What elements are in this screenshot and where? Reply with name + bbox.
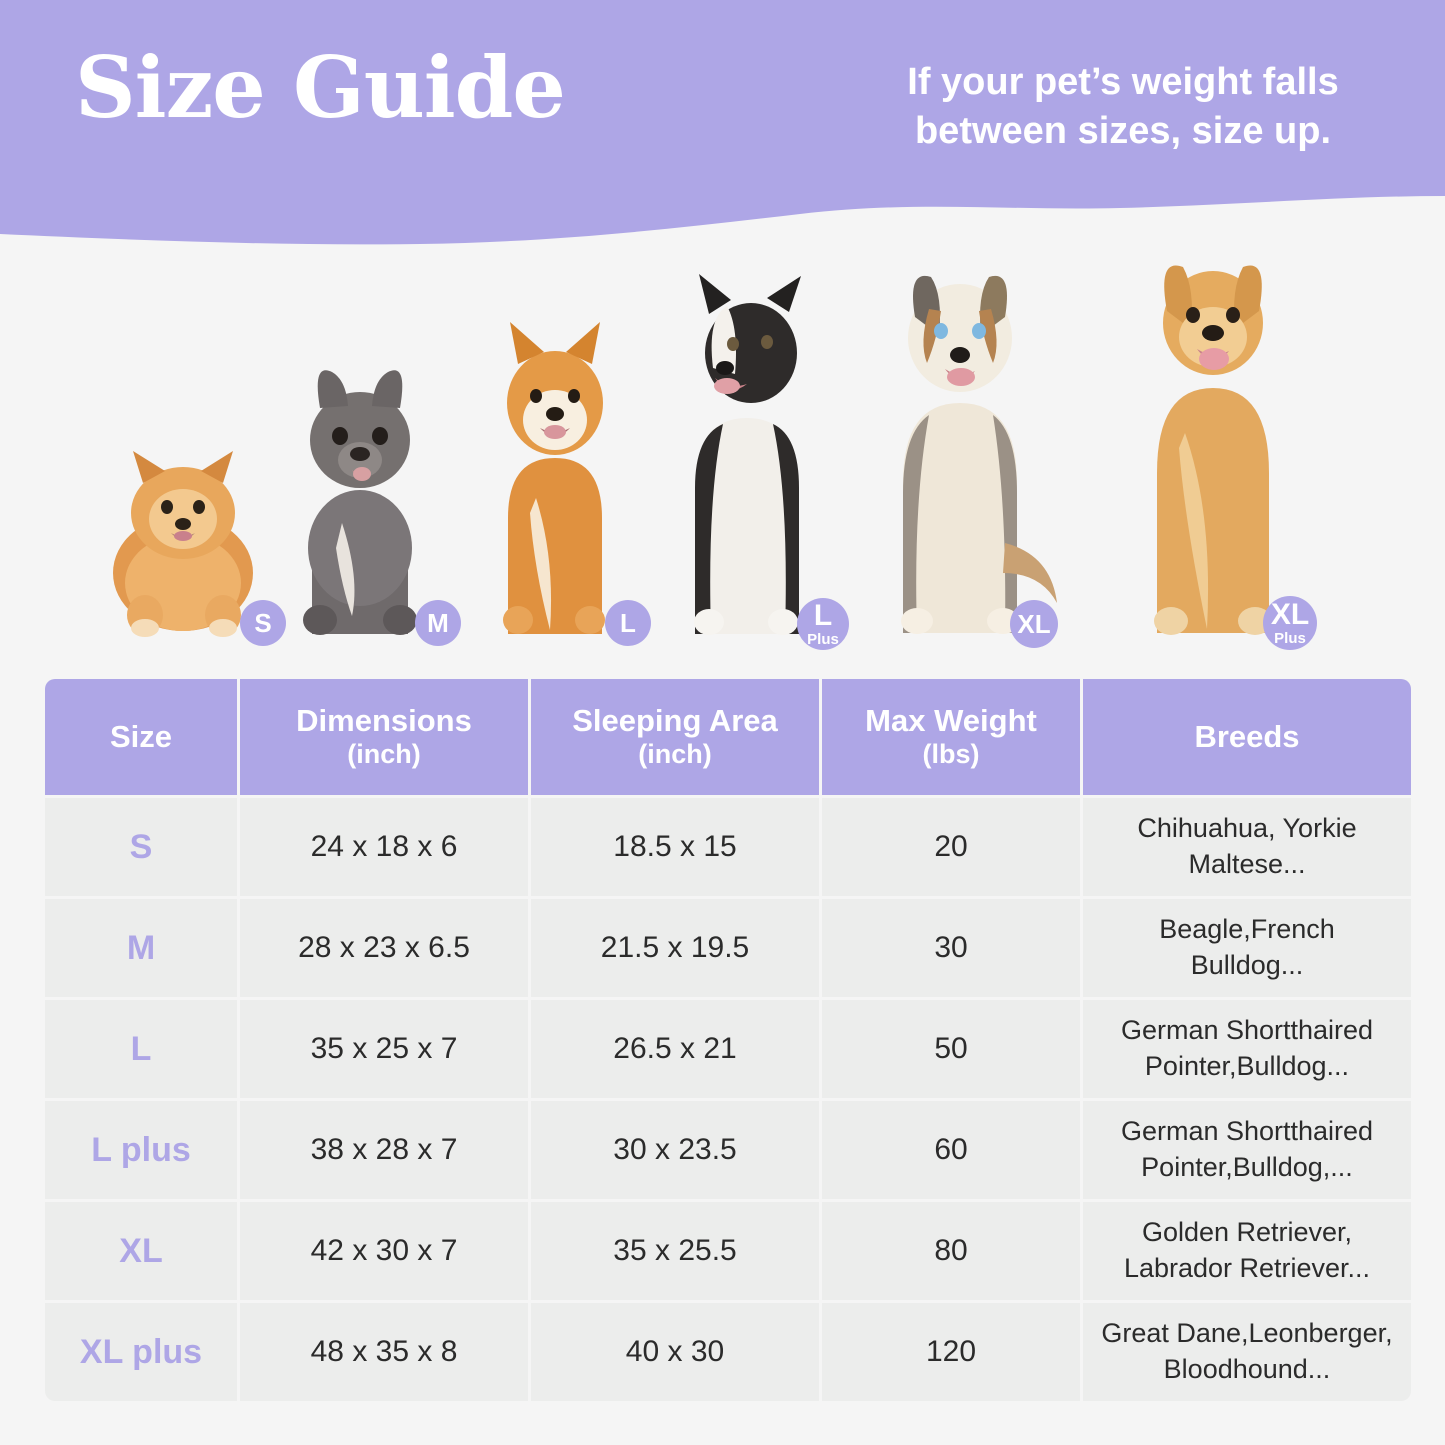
dog-french-bulldog: M [270,348,461,646]
column-header-sleeping-area: Sleeping Area (inch) [531,679,819,795]
column-header-sleeping-area-main: Sleeping Area [572,703,778,739]
cell-max-weight: 50 [822,1000,1080,1098]
size-badge-s-label: S [254,608,272,638]
cell-sleeping-area: 30 x 23.5 [531,1101,819,1199]
cell-size: XL [45,1202,237,1300]
column-header-breeds-main: Breeds [1194,719,1300,755]
cell-breeds-line-1: Beagle,French [1159,914,1335,945]
table-row: XL 42 x 30 x 7 35 x 25.5 80 Golden Retri… [45,1202,1411,1300]
cell-dimensions: 42 x 30 x 7 [240,1202,528,1300]
size-badge-m-label: M [427,608,449,638]
cell-breeds: Chihuahua, Yorkie Maltese... [1083,798,1411,896]
size-badge-l-plus: L Plus [797,598,849,650]
column-header-size: Size [45,679,237,795]
column-header-max-weight-main: Max Weight [865,703,1037,739]
size-badge-s: S [240,600,286,646]
cell-breeds-line-2: Pointer,Bulldog... [1144,1051,1350,1081]
cell-size: S [45,798,237,896]
header-wave-shape [0,0,1445,245]
page-header: Size Guide If your pet’s weight falls be… [0,0,1445,250]
column-header-dimensions-unit: (inch) [347,739,421,770]
size-guide-table: Size Dimensions (inch) Sleeping Area (in… [42,676,1414,1404]
cell-sleeping-area: 40 x 30 [531,1303,819,1401]
size-badge-xl-plus-sublabel: Plus [1274,630,1306,647]
cell-sleeping-area: 21.5 x 19.5 [531,899,819,997]
cell-breeds-line-2: Bulldog... [1190,950,1304,980]
cell-breeds-line-1: German Shortthaired [1120,1116,1374,1147]
cell-dimensions: 24 x 18 x 6 [240,798,528,896]
column-header-breeds: Breeds [1083,679,1411,795]
cell-breeds-line-2: Labrador Retriever... [1123,1253,1371,1283]
cell-max-weight: 120 [822,1303,1080,1401]
cell-sleeping-area: 18.5 x 15 [531,798,819,896]
cell-breeds: Great Dane,Leonberger, Bloodhound... [1083,1303,1411,1401]
column-header-max-weight: Max Weight (lbs) [822,679,1080,795]
cell-breeds-line-1: Golden Retriever, [1141,1217,1353,1248]
size-badge-xl-plus-label: XL [1270,598,1310,631]
dog-border-collie: L Plus [655,258,849,650]
cell-sleeping-area: 26.5 x 21 [531,1000,819,1098]
size-badge-m: M [415,600,461,646]
dog-shiba-inu: L [470,308,651,646]
header-note-line-1: If your pet’s weight falls [907,61,1339,103]
size-badge-l-plus-label: L [813,599,833,632]
cell-breeds: German Shortthaired Pointer,Bulldog,... [1083,1101,1411,1199]
cell-dimensions: 35 x 25 x 7 [240,1000,528,1098]
cell-size: L [45,1000,237,1098]
size-badge-xl-label: XL [1017,609,1051,639]
size-badge-xl: XL [1010,600,1058,648]
table-header-row: Size Dimensions (inch) Sleeping Area (in… [45,679,1411,795]
size-badge-l-label: L [620,608,636,638]
header-note-line-2: between sizes, size up. [914,109,1332,152]
column-header-sleeping-area-unit: (inch) [638,739,712,770]
cell-breeds-line-2: Pointer,Bulldog,... [1141,1152,1353,1182]
cell-dimensions: 28 x 23 x 6.5 [240,899,528,997]
dog-size-strip: S M [0,250,1445,650]
dog-golden-retriever: XL Plus [1105,233,1320,650]
column-header-dimensions-main: Dimensions [296,703,472,739]
cell-dimensions: 38 x 28 x 7 [240,1101,528,1199]
dog-australian-shepherd: XL [855,243,1070,648]
dog-pomeranian: S [95,423,286,646]
cell-max-weight: 20 [822,798,1080,896]
page-title: Size Guide [75,38,566,137]
cell-size: M [45,899,237,997]
table-row: XL plus 48 x 35 x 8 40 x 30 120 Great Da… [45,1303,1411,1401]
table-body: S 24 x 18 x 6 18.5 x 15 20 Chihuahua, Yo… [45,798,1411,1401]
cell-breeds: German Shortthaired Pointer,Bulldog... [1083,1000,1411,1098]
table-row: M 28 x 23 x 6.5 21.5 x 19.5 30 Beagle,Fr… [45,899,1411,997]
table-row: S 24 x 18 x 6 18.5 x 15 20 Chihuahua, Yo… [45,798,1411,896]
size-badge-xl-plus: XL Plus [1263,596,1317,650]
cell-breeds: Beagle,French Bulldog... [1083,899,1411,997]
cell-breeds-line-1: Great Dane,Leonberger, [1101,1318,1393,1349]
cell-breeds-line-2: Maltese... [1188,849,1306,879]
cell-breeds-line-1: German Shortthaired [1120,1015,1374,1046]
size-badge-l: L [605,600,651,646]
cell-max-weight: 30 [822,899,1080,997]
cell-max-weight: 60 [822,1101,1080,1199]
cell-sleeping-area: 35 x 25.5 [531,1202,819,1300]
cell-dimensions: 48 x 35 x 8 [240,1303,528,1401]
cell-breeds: Golden Retriever, Labrador Retriever... [1083,1202,1411,1300]
cell-size: XL plus [45,1303,237,1401]
cell-size: L plus [45,1101,237,1199]
table-header: Size Dimensions (inch) Sleeping Area (in… [45,679,1411,795]
table-row: L 35 x 25 x 7 26.5 x 21 50 German Shortt… [45,1000,1411,1098]
column-header-dimensions: Dimensions (inch) [240,679,528,795]
column-header-max-weight-unit: (lbs) [922,739,980,770]
size-badge-l-plus-sublabel: Plus [807,631,839,648]
cell-max-weight: 80 [822,1202,1080,1300]
header-note: If your pet’s weight falls between sizes… [863,58,1383,155]
cell-breeds-line-1: Chihuahua, Yorkie [1137,813,1357,844]
column-header-size-main: Size [109,719,173,755]
cell-breeds-line-2: Bloodhound... [1163,1354,1331,1384]
table-row: L plus 38 x 28 x 7 30 x 23.5 60 German S… [45,1101,1411,1199]
